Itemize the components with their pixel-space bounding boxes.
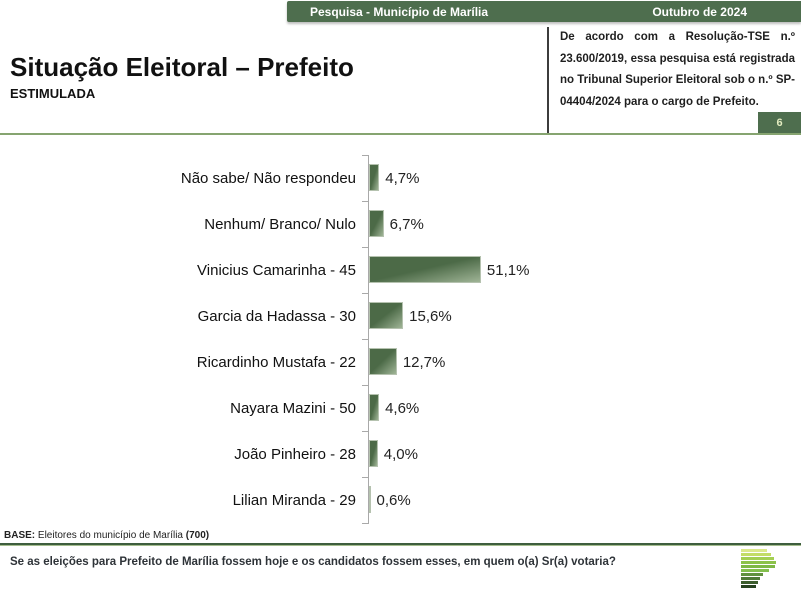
base-note-text: Eleitores do município de Marília <box>35 530 186 541</box>
category-label: Ricardinho Mustafa - 22 <box>196 353 356 371</box>
value-label: 4,0% <box>383 445 418 463</box>
axis-tick <box>362 201 369 202</box>
category-label: Nenhum/ Branco/ Nulo <box>204 215 356 233</box>
logo-stripe <box>741 569 769 572</box>
page-number-badge: 6 <box>758 112 801 134</box>
bar-chart: Não sabe/ Não respondeu 4,7% Nenhum/ Branc… <box>0 155 620 524</box>
institute-logo-icon <box>741 549 781 589</box>
bar <box>369 302 404 329</box>
bar <box>369 164 380 191</box>
chart-row: João Pinheiro - 28 4,0% <box>0 431 620 477</box>
survey-question: Se as eleições para Prefeito de Marília … <box>10 556 616 568</box>
page-number: 6 <box>776 117 783 129</box>
bar <box>369 256 481 283</box>
tse-registration-note: De acordo com a Resolução-TSE n.º 23.600… <box>547 27 795 135</box>
category-label: Vinicius Camarinha - 45 <box>197 261 356 279</box>
axis-tick <box>362 155 369 156</box>
base-note-count: (700) <box>185 530 210 541</box>
category-label: João Pinheiro - 28 <box>234 445 356 463</box>
chart-row: Garcia da Hadassa - 30 15,6% <box>0 293 620 339</box>
logo-stripe <box>741 557 774 560</box>
value-label: 6,7% <box>389 215 424 233</box>
axis-tick <box>362 247 369 248</box>
chart-row: Nayara Mazini - 50 4,6% <box>0 385 620 431</box>
chart-row: Ricardinho Mustafa - 22 12,7% <box>0 339 620 385</box>
logo-stripe <box>741 581 758 584</box>
value-label: 0,6% <box>376 491 411 509</box>
logo-stripe <box>741 549 767 552</box>
category-label: Garcia da Hadassa - 30 <box>197 307 356 325</box>
page-subtitle: ESTIMULADA <box>10 86 96 101</box>
chart-row: Nenhum/ Branco/ Nulo 6,7% <box>0 201 620 247</box>
axis-tick <box>362 523 369 524</box>
chart-row: Lilian Miranda - 29 0,6% <box>0 477 620 523</box>
logo-stripe <box>741 565 775 568</box>
header-title: Pesquisa - Município de Marília <box>310 4 489 19</box>
value-label: 51,1% <box>486 261 530 279</box>
category-label: Nayara Mazini - 50 <box>230 399 356 417</box>
logo-stripe <box>741 573 763 576</box>
axis-tick <box>362 385 369 386</box>
value-label: 15,6% <box>409 307 452 325</box>
title-block: Situação Eleitoral – Prefeito ESTIMULADA <box>10 52 354 101</box>
bar <box>369 486 371 513</box>
chart-row: Não sabe/ Não respondeu 4,7% <box>0 155 620 201</box>
logo-stripe <box>741 561 776 564</box>
chart-row: Vinicius Camarinha - 45 51,1% <box>0 247 620 293</box>
axis-tick <box>362 431 369 432</box>
value-label: 12,7% <box>402 353 446 371</box>
logo-stripe <box>741 553 771 556</box>
axis-tick <box>362 477 369 478</box>
bar <box>369 394 380 421</box>
axis-tick <box>362 293 369 294</box>
page-title: Situação Eleitoral – Prefeito <box>10 52 354 82</box>
top-divider <box>0 133 801 135</box>
bottom-divider <box>0 543 801 546</box>
base-note-prefix: BASE: <box>4 530 36 541</box>
bar <box>369 210 384 237</box>
header-date: Outubro de 2024 <box>652 4 747 19</box>
category-label: Não sabe/ Não respondeu <box>180 169 356 187</box>
logo-stripe <box>741 585 756 588</box>
header-bar: Pesquisa - Município de Marília Outubro … <box>287 1 801 22</box>
category-label: Lilian Miranda - 29 <box>232 491 356 509</box>
bar <box>369 348 397 375</box>
value-label: 4,7% <box>385 169 420 187</box>
value-label: 4,6% <box>385 399 420 417</box>
axis-tick <box>362 339 369 340</box>
logo-stripe <box>741 577 760 580</box>
base-note: BASE: Eleitores do município de Marília … <box>4 530 209 541</box>
bar <box>369 440 378 467</box>
